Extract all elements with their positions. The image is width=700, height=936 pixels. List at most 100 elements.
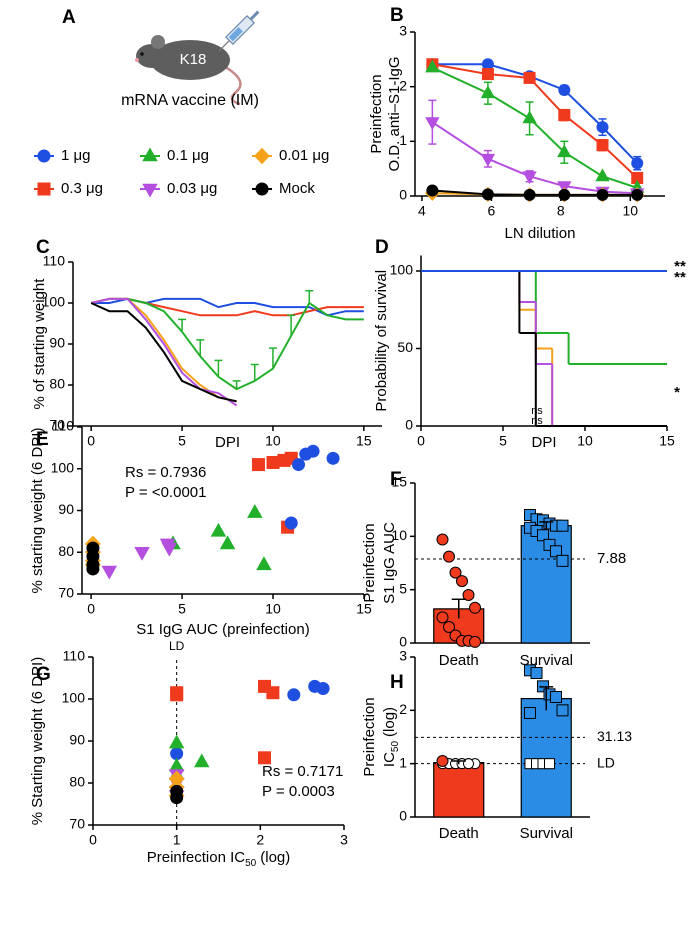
marker [480,153,496,167]
marker [556,554,569,567]
label-part: (log) [260,849,290,866]
marker [537,529,549,542]
significance-label: ** [674,258,686,275]
panel-label: G [36,664,51,685]
marker [436,611,449,624]
marker [266,686,280,700]
marker [170,688,184,702]
marker [316,682,330,695]
marker [556,704,569,717]
significance-label: * [674,384,680,401]
series-line [90,297,238,407]
y-axis-label: S1 IgG AUC [381,522,398,604]
legend-label: 0.1 μg [167,147,209,164]
legend-label: 0.3 μg [61,180,103,197]
marker [256,556,272,571]
category-label: Survival [520,825,573,842]
marker [251,458,265,472]
marker [522,171,537,185]
x-tick-label: 15 [356,433,372,449]
y-tick-label: 1 [399,754,407,770]
panel-label: A [62,7,76,28]
y-tick-label: 90 [49,335,65,351]
marker [480,85,496,99]
series-line [431,121,638,195]
panel-label: D [375,237,389,258]
syringe-liquid [228,27,243,42]
illustration-caption: mRNA vaccine (IM) [121,92,259,109]
y-axis-label: IC50 (log) [381,707,401,767]
marker [631,188,644,201]
marker [86,562,100,576]
y-tick-label: 0 [399,187,407,203]
marker [436,533,449,546]
y-tick-label: 80 [69,774,85,790]
x-tick-label: 5 [178,433,186,449]
marker [596,121,609,134]
x-tick-label: 15 [356,601,372,617]
y-tick-label: 80 [58,543,74,559]
y-axis-label: Preinfection [361,697,378,776]
bar [433,761,485,818]
y-tick-label: 70 [49,417,65,433]
label-part: Preinfection IC [147,849,246,866]
marker [631,157,644,170]
legend-marker [37,149,51,163]
marker [284,516,298,530]
marker [558,188,571,201]
marker [436,755,449,767]
x-axis-label: LN dilution [505,225,576,242]
legend-marker [142,183,158,198]
mouse-eye [140,52,144,56]
syringe-needle [218,40,230,52]
x-tick-label: 10 [265,601,281,617]
category-label: Death [439,825,479,842]
marker [558,109,571,122]
x-tick-label: 0 [89,832,97,848]
mouse-label: K18 [180,51,207,68]
panel-label: F [390,469,402,490]
y-axis-label: Preinfection [361,523,378,602]
label-part: 50 [245,858,257,869]
legend-marker [254,147,270,165]
y-axis-label: % Starting weight (6 DPI) [29,657,46,825]
y-tick-label: 90 [69,732,85,748]
x-tick-label: 8 [557,203,565,219]
marker [481,68,494,81]
series-line [90,297,237,403]
y-tick-label: 110 [63,648,86,664]
legend-label: Mock [279,180,315,197]
marker [210,522,227,537]
x-tick-label: 0 [417,433,425,449]
label-part: 50 [390,741,401,753]
series-line [431,66,638,189]
marker [550,545,562,558]
statistic: Rs = 0.7171 [262,763,343,780]
legend-label: 0.01 μg [279,147,329,164]
legend-marker [255,182,269,196]
x-tick-label: 10 [622,203,638,219]
marker [543,538,556,551]
marker [595,168,610,182]
marker [456,575,468,588]
marker [168,734,185,749]
marker [425,117,440,131]
mouse-tail [219,62,242,106]
marker [266,455,280,469]
y-tick-label: 3 [399,648,407,664]
marker [469,601,481,614]
y-tick-label: 5 [399,580,407,596]
x-tick-label: 10 [577,433,593,449]
y-tick-label: 0 [399,808,407,824]
x-tick-label: 0 [87,433,95,449]
marker [101,565,118,580]
y-tick-label: 90 [58,501,74,517]
marker [556,519,569,532]
marker [443,550,455,563]
y-tick-label: 50 [397,339,413,355]
legend-marker [37,182,51,196]
reference-label: LD [597,754,615,770]
marker [558,83,571,96]
marker [523,188,536,201]
